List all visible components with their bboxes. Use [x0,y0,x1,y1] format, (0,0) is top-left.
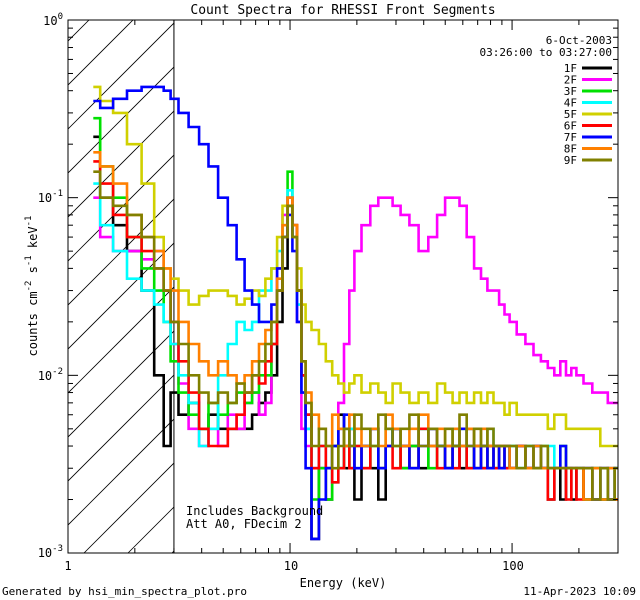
shaded-region [0,20,174,553]
hatch-line [0,20,1,553]
series-line-9F [93,170,618,501]
legend-label-3F: 3F [564,85,577,98]
legend-label-7F: 7F [564,131,577,144]
annotation-attenuator: Att A0, FDecim 2 [186,517,302,531]
series-line-5F [93,85,618,448]
hatch-line [68,66,174,174]
y-tick-label: 10-3 [38,544,63,560]
y-axis-label: counts cm-2 s-1 keV-1 [24,216,40,357]
hatch-line [0,20,45,553]
y-tick-label: 10-2 [38,367,63,383]
legend-label-4F: 4F [564,97,577,110]
legend-label-6F: 6F [564,120,577,133]
plot-frame [67,19,619,554]
hatch-line [68,374,174,482]
legend-label-1F: 1F [564,62,577,75]
y-tick-label: 100 [43,12,63,28]
series-layer [93,85,618,541]
legend-label-9F: 9F [564,154,577,167]
series-line-2F [93,196,618,470]
header-time-range: 03:26:00 to 03:27:00 [480,46,612,59]
y-tick-label: 10-1 [38,189,63,205]
x-tick-label: 1 [64,559,71,573]
hatch-line [68,418,174,526]
axis-ticks [67,19,619,554]
legend-label-5F: 5F [564,108,577,121]
hatch-line [68,22,174,130]
footer-generated-by: Generated by hsi_min_spectra_plot.pro [2,585,247,598]
header-date: 6-Oct-2003 [546,34,612,47]
x-tick-label: 10 [284,559,298,573]
hatch-line [68,110,174,218]
hatch-line [68,286,174,394]
series-line-1F [93,135,618,541]
x-tick-label: 100 [502,559,524,573]
footer-timestamp: 11-Apr-2023 10:09 [523,585,636,598]
legend-label-2F: 2F [564,74,577,87]
hatch-line [83,462,174,553]
x-axis-label: Energy (keV) [300,576,387,590]
annotation-background: Includes Background [186,504,323,518]
chart-title: Count Spectra for RHESSI Front Segments [190,3,495,18]
legend-label-8F: 8F [564,143,577,156]
hatch-line [68,330,174,438]
hatch-line [68,242,174,350]
hatch-line [68,198,174,306]
